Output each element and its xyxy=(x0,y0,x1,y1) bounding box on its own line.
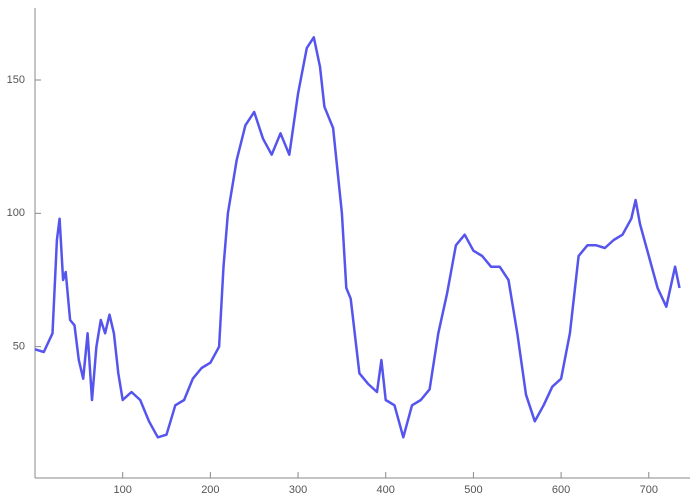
x-tick-label: 700 xyxy=(640,484,658,496)
x-tick-label: 600 xyxy=(552,484,570,496)
data-line xyxy=(34,36,681,439)
x-tick-label: 500 xyxy=(464,484,482,496)
y-tick-label: 100 xyxy=(7,207,25,219)
x-tick-label: 400 xyxy=(377,484,395,496)
x-tick-label: 100 xyxy=(114,484,132,496)
x-tick-label: 300 xyxy=(289,484,307,496)
y-tick-label: 150 xyxy=(7,74,25,86)
y-tick-label: 50 xyxy=(13,341,25,353)
x-tick-label: 200 xyxy=(201,484,219,496)
